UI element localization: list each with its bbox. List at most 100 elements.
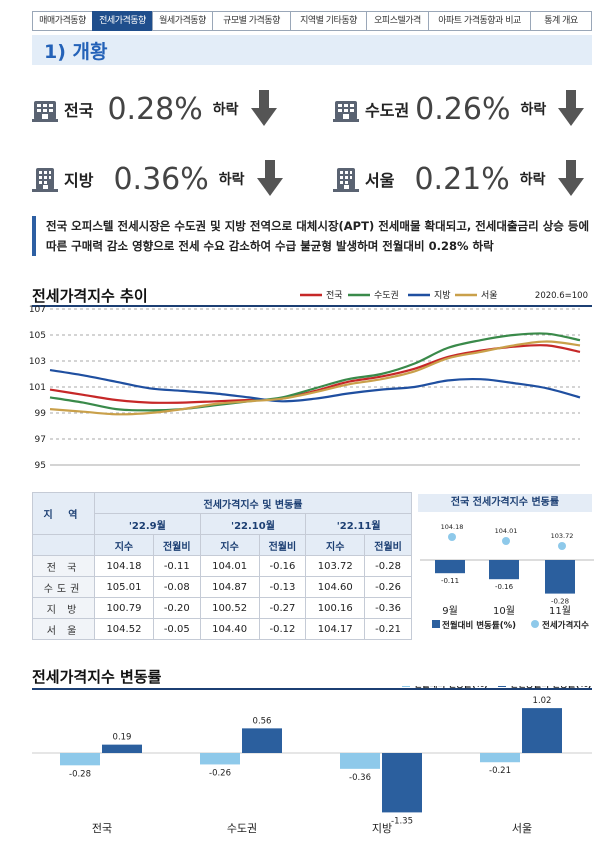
change-label: -0.11 [441,577,459,585]
table-cell: -0.20 [152,597,201,619]
building-icon [333,101,359,122]
table-cell: 104.87 [199,576,260,598]
table-cell: 100.52 [199,597,260,619]
x-tick-label: 10월 [493,605,515,617]
row-region: 서 울 [32,618,95,640]
line-chart: 95979910110310510718.1119.219.519.819.11… [29,289,588,470]
legend-label: 전월대비 변동률(%) [442,620,516,631]
row-region: 수도권 [32,576,95,598]
y-tick-label: 107 [29,305,46,315]
stat-direction: 하락 [212,102,239,118]
summary-text: 전국 오피스텔 전세시장은 수도권 및 지방 전역으로 대체시장(APT) 전세… [32,216,592,256]
blank-header [32,534,95,556]
row-region: 지 방 [32,597,95,619]
stat-seoul: 서울 0.21% 하락 [333,156,584,202]
bar-yoy [242,728,282,753]
table-cell: -0.05 [152,618,201,640]
sub-header: 전월비 [364,534,412,556]
mini-chart: -0.11 -0.16 -0.28 104.18 104.01 103.72 9월 10월 11… [420,523,594,631]
mini-chart-title: 전국 전세가격지수 변동률 [418,494,592,512]
index-base-note: 2020.6=100 [535,291,588,301]
stat-percent: 0.21% [414,161,510,197]
month-header: '22.9월 [94,513,201,535]
legend-swatch [498,686,506,687]
sub-header: 전월비 [152,534,201,556]
legend-label: 전년동월비 변동률(%) [510,686,592,690]
table-row: 지 방 100.79 -0.20 100.52 -0.27 100.16 -0.36 [32,597,412,619]
down-arrow-icon [256,160,283,196]
sub-header: 지수 [199,534,260,556]
tab-0[interactable]: 매매가격동향 [32,11,92,31]
tab-7[interactable]: 통계 개요 [530,11,592,31]
bar-chart-title: 전세가격지수 변동률 [32,668,162,686]
bar-value-label: -0.21 [489,766,511,776]
stat-capital: 수도권 0.26% 하락 [333,86,585,132]
tab-5[interactable]: 오피스텔가격 [366,11,428,31]
x-tick-label: 수도권 [227,822,257,835]
index-label: 103.72 [551,532,574,540]
nav-tabs: 매매가격동향 전세가격동향 월세가격동향 규모별 가격동향 지역별 기타동향 오피스텔가격… [32,11,592,31]
tab-4[interactable]: 지역별 기타동향 [290,11,366,31]
index-point [558,542,566,550]
x-tick-label: 서울 [512,822,532,835]
tab-2[interactable]: 월세가격동향 [152,11,212,31]
table-cell: 105.01 [94,576,154,598]
bar-mom [480,753,520,763]
change-label: -0.16 [495,583,514,591]
stat-direction: 하락 [520,102,547,118]
table-row: 수도권 105.01 -0.08 104.87 -0.13 104.60 -0.26 [32,576,412,598]
tab-6[interactable]: 아파트 가격동향과 비교 [428,11,530,31]
down-arrow-icon [557,160,584,196]
legend-swatch [402,686,410,687]
x-tick-label: 9월 [442,605,458,617]
table-row: 서 울 104.52 -0.05 104.40 -0.12 104.17 -0.21 [32,618,412,640]
row-region: 전 국 [32,555,95,577]
bar-value-label: 1.02 [533,696,552,706]
bar-value-label: -0.28 [69,769,91,779]
index-label: 104.01 [495,527,518,535]
bar-value-label: -0.26 [209,768,231,778]
table-cell: -0.26 [364,576,412,598]
bar-value-label: -1.35 [391,816,413,826]
legend-label: 서울 [481,290,498,301]
stat-percent: 0.36% [113,161,209,197]
building-icon [32,168,58,192]
tab-3[interactable]: 규모별 가격동향 [212,11,290,31]
sub-header: 전월비 [258,534,307,556]
table-cell: 104.17 [305,618,366,640]
table-row: 전 국 104.18 -0.11 104.01 -0.16 103.72 -0.28 [32,555,412,577]
table-cell: -0.13 [258,576,307,598]
table-cell: 103.72 [305,555,366,577]
table-cell: 104.01 [199,555,260,577]
region-header: 지 역 [32,492,95,535]
series-line-1 [49,332,581,412]
table-cell: -0.12 [258,618,307,640]
change-bar [435,560,465,574]
x-tick-label: 전국 [92,822,112,835]
change-label: -0.28 [551,598,569,606]
section-title: 1) 개황 [44,41,108,63]
table-cell: 104.18 [94,555,154,577]
stat-region: 수도권 [365,101,410,120]
stat-region: 서울 [365,171,395,190]
index-table: 지 역 전세가격지수 및 변동률 '22.9월 '22.10월 '22.11월 … [32,492,412,640]
bar-mom [60,753,100,766]
y-tick-label: 105 [29,331,46,341]
legend-label: 수도권 [374,289,399,301]
section-header [32,35,592,65]
bar-value-label: 0.56 [253,716,272,726]
table-cell: -0.08 [152,576,201,598]
table-title: 전세가격지수 및 변동률 [94,492,412,514]
sub-header: 지수 [305,534,366,556]
down-arrow-icon [558,90,585,126]
table-cell: 100.79 [94,597,154,619]
stat-region: 전국 [64,101,94,120]
table-cell: 100.16 [305,597,366,619]
bar-yoy [102,744,142,753]
tab-1[interactable]: 전세가격동향 [92,11,152,31]
stat-national: 전국 0.28% 하락 [32,86,277,132]
legend-label: 전세가격지수 [542,620,589,631]
change-bar [545,560,575,594]
bar-yoy [382,753,422,813]
y-tick-label: 97 [35,435,46,445]
